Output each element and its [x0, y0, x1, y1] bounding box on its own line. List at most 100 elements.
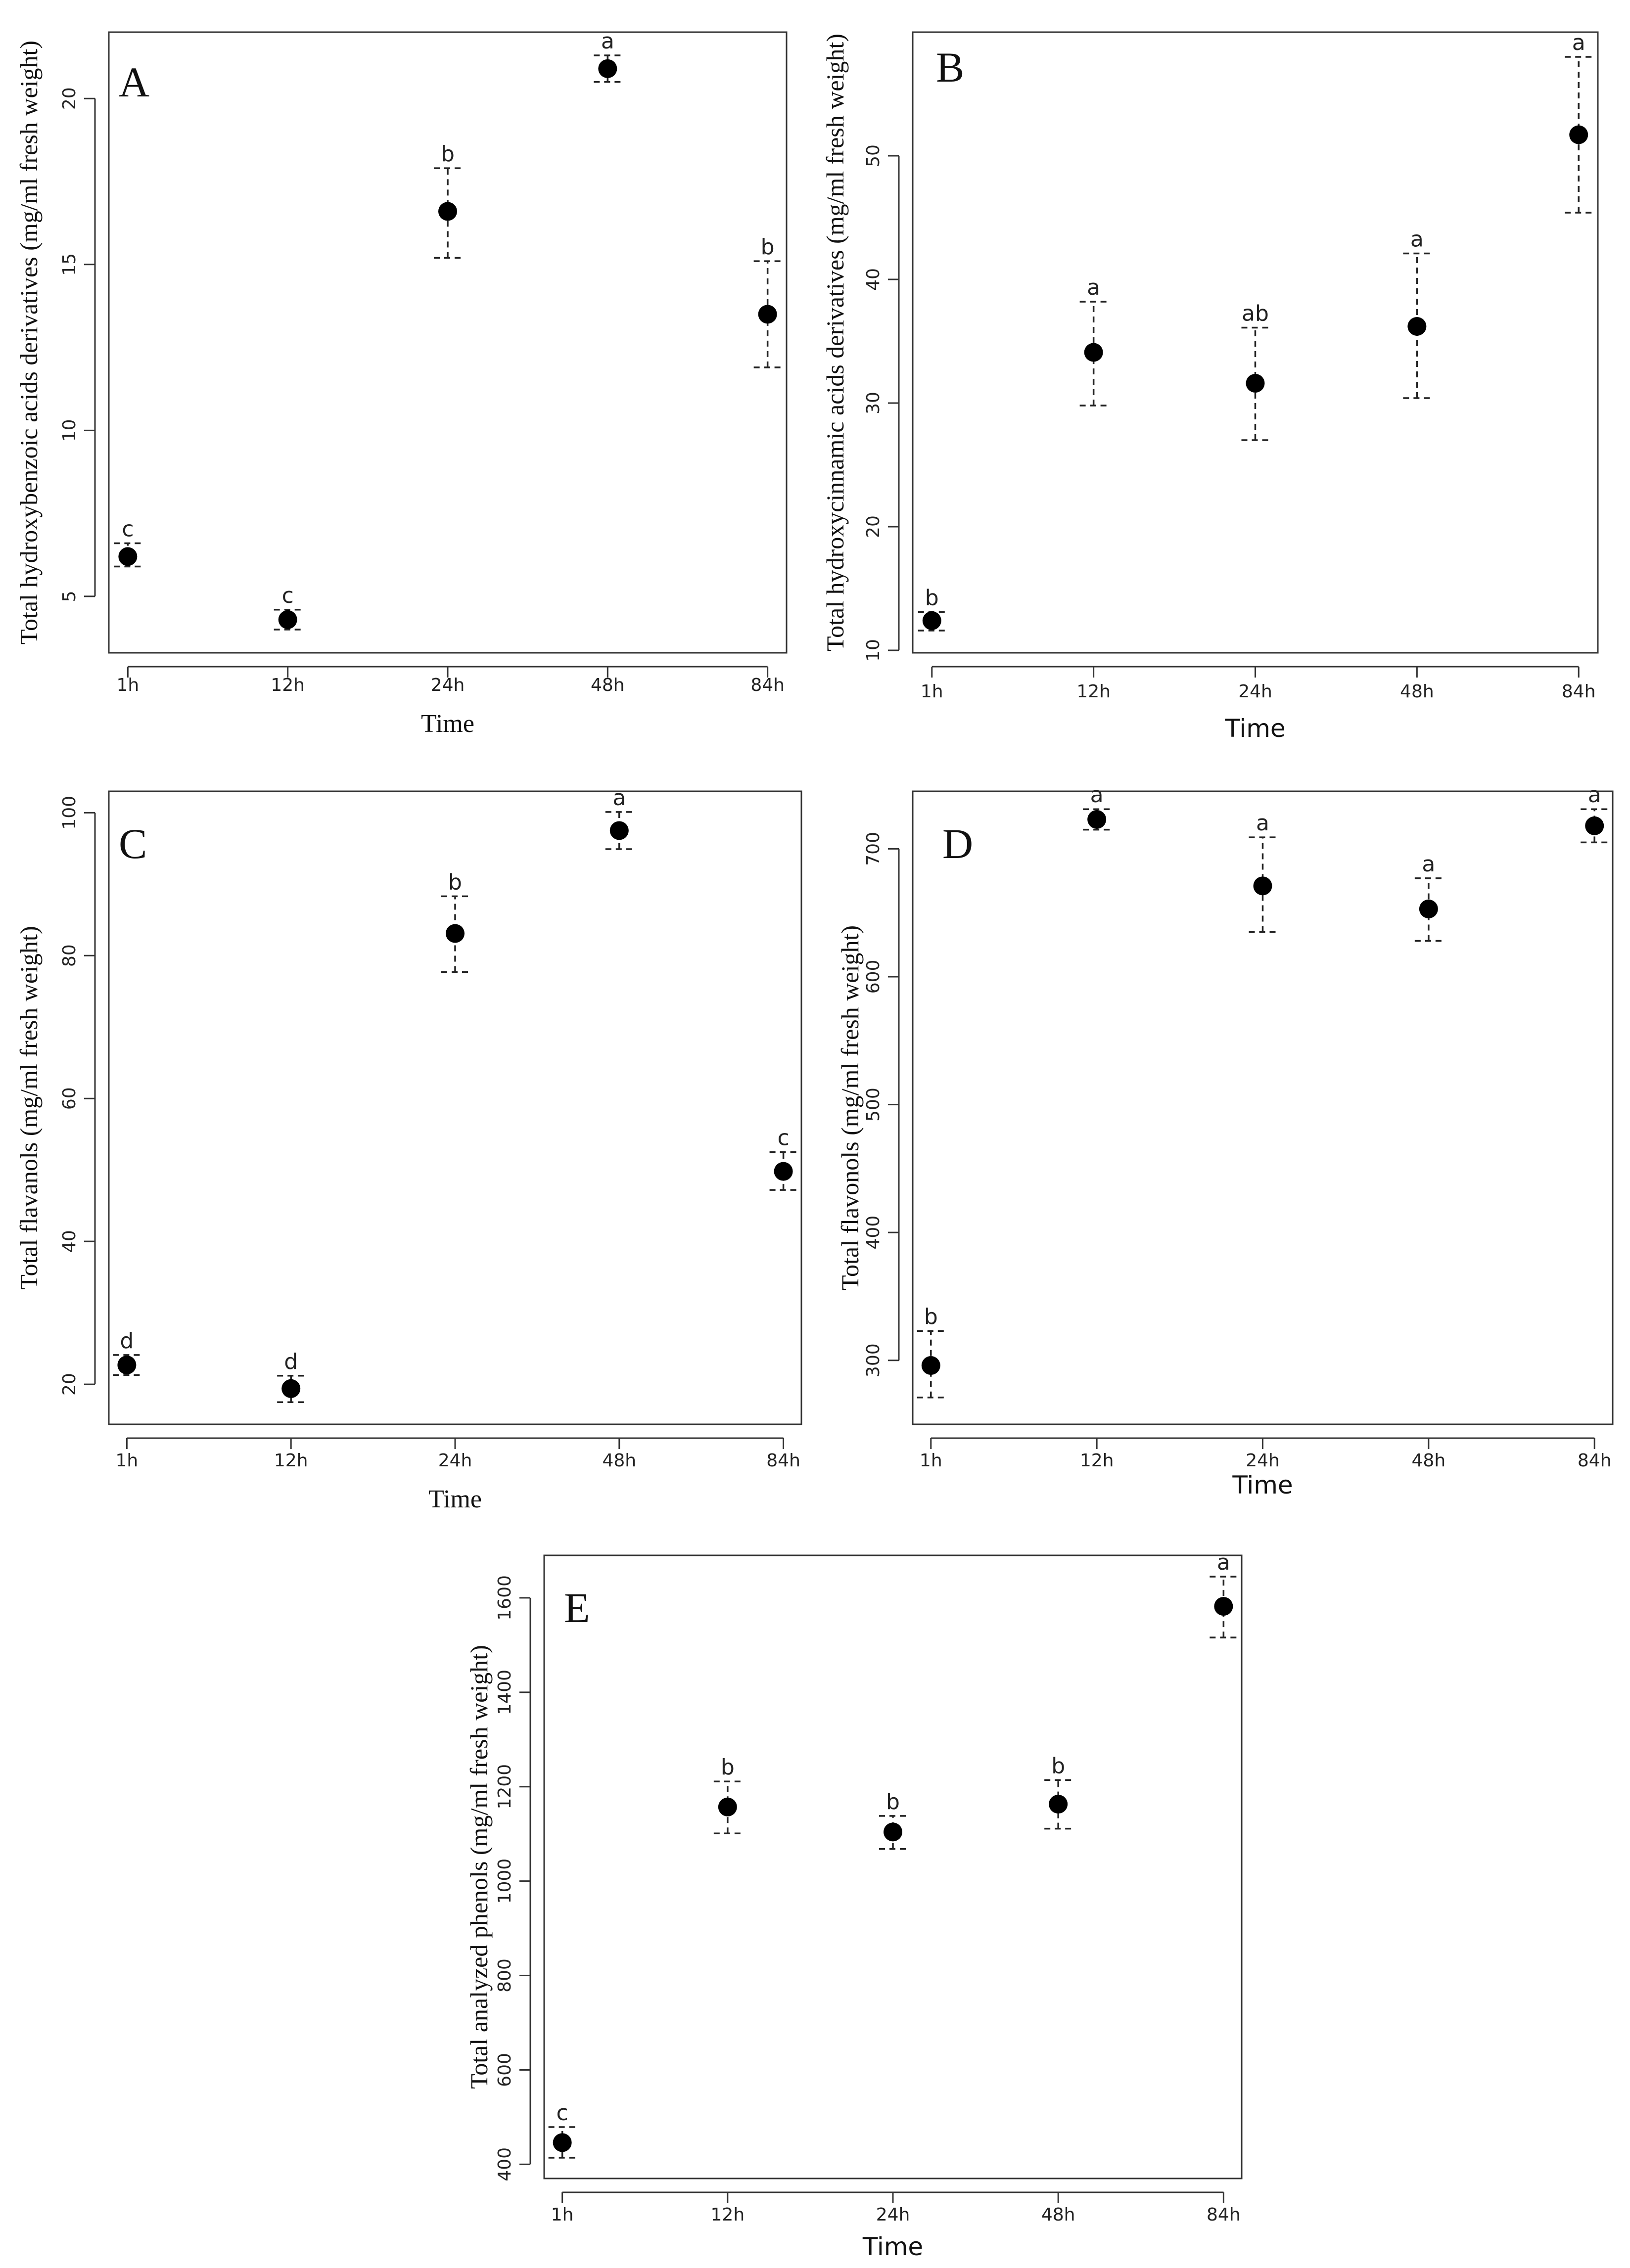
y-tick-label: 40 [863, 268, 884, 291]
y-tick-label: 20 [59, 1373, 80, 1396]
x-axis-title: Time [428, 1485, 482, 1513]
y-tick-label: 800 [495, 1958, 515, 1993]
significance-letter: b [1051, 1753, 1065, 1778]
y-tick-label: 50 [863, 144, 884, 167]
data-point [1253, 876, 1272, 896]
x-tick-label: 48h [1400, 681, 1434, 702]
panel-d: 300 400 500 600 700 1h 12h 24h 48h 84h Time Total f… [836, 782, 1614, 1499]
x-tick-label: 24h [1246, 1451, 1280, 1471]
significance-letter: b [721, 1755, 735, 1780]
data-point [1084, 343, 1103, 362]
panel-letter: C [119, 820, 147, 867]
x-tick-label: 1h [551, 2205, 574, 2225]
significance-letter: a [1410, 227, 1424, 252]
x-tick-label: 12h [1076, 681, 1111, 702]
plot-frame [108, 31, 788, 654]
x-axis-title: Time [862, 2232, 923, 2261]
plot-frame [912, 31, 1599, 654]
y-tick-label: 100 [59, 796, 80, 830]
data-point [553, 2133, 572, 2152]
significance-letter: a [1588, 782, 1601, 808]
x-tick-label: 84h [750, 675, 785, 695]
x-tick-label: 1h [116, 1451, 139, 1471]
panel-a: 5 10 15 20 1h 12h 24h 48h 84h Time Total hydroxybe… [15, 29, 788, 738]
significance-letter: c [777, 1126, 789, 1151]
x-tick-label: 12h [271, 675, 305, 695]
y-tick-label: 500 [863, 1088, 884, 1122]
y-tick-label: 600 [495, 2053, 515, 2087]
data-point [598, 59, 617, 78]
data-point [446, 924, 465, 943]
data-point [1246, 374, 1265, 393]
significance-letter: ab [1242, 301, 1269, 326]
data-point [278, 610, 297, 629]
x-tick-label: 84h [1207, 2205, 1241, 2225]
significance-letter: b [886, 1789, 900, 1814]
significance-letter: a [1256, 811, 1269, 836]
panel-b: 10 20 30 40 50 1h 12h 24h 48h 84h Time Total hydrox… [821, 30, 1599, 743]
significance-letter: a [1090, 782, 1104, 808]
significance-letter: d [120, 1328, 134, 1354]
data-point [281, 1379, 301, 1398]
plot-frame [912, 790, 1614, 1425]
y-axis-title: Total flavonols (mg/ml fresh weight) [836, 925, 864, 1290]
significance-letter: a [1087, 275, 1100, 300]
x-tick-label: 48h [1041, 2205, 1075, 2225]
y-axis-title: Total analyzed phenols (mg/ml fresh weig… [465, 1645, 493, 2089]
x-tick-label: 1h [920, 1451, 942, 1471]
plot-frame [543, 1554, 1243, 2179]
x-tick-label: 24h [431, 675, 465, 695]
significance-letter: a [1572, 30, 1585, 55]
data-point [1049, 1795, 1068, 1814]
y-tick-label: 80 [59, 944, 80, 967]
panel-letter: E [564, 1584, 590, 1632]
y-tick-label: 1000 [495, 1859, 515, 1904]
panel-letter: B [936, 44, 964, 91]
significance-letter: b [441, 141, 455, 167]
data-point [922, 611, 941, 630]
y-tick-label: 400 [495, 2147, 515, 2181]
x-tick-label: 12h [711, 2205, 745, 2225]
y-tick-label: 5 [59, 590, 80, 602]
significance-letter: b [924, 1304, 938, 1329]
x-tick-label: 1h [116, 675, 139, 695]
y-tick-label: 1600 [495, 1575, 515, 1621]
y-tick-label: 1200 [495, 1764, 515, 1810]
x-tick-label: 48h [1412, 1451, 1446, 1471]
significance-letter: d [284, 1349, 298, 1374]
y-tick-label: 40 [59, 1230, 80, 1253]
x-tick-label: 48h [591, 675, 625, 695]
y-tick-label: 15 [59, 253, 80, 276]
data-point [1087, 810, 1107, 829]
x-tick-label: 48h [602, 1451, 636, 1471]
plot-frame [108, 790, 802, 1425]
data-point [1419, 899, 1438, 918]
x-axis-title: Time [1232, 1471, 1293, 1499]
x-tick-label: 12h [1080, 1451, 1114, 1471]
significance-letter: c [282, 583, 294, 608]
x-tick-label: 24h [438, 1451, 472, 1471]
x-tick-label: 12h [274, 1451, 308, 1471]
y-tick-label: 20 [59, 87, 80, 110]
data-point [118, 547, 138, 566]
data-point [1407, 317, 1427, 336]
data-point [718, 1797, 737, 1816]
y-axis-title: Total flavanols (mg/ml fresh weight) [15, 926, 43, 1289]
y-tick-label: 700 [863, 832, 884, 866]
panel-letter: A [119, 58, 149, 106]
y-axis-title: Total hydroxybenzoic acids derivatives (… [15, 41, 43, 644]
y-tick-label: 1400 [495, 1670, 515, 1715]
y-axis-title: Total hydroxycinnamic acids derivatives … [821, 34, 849, 651]
data-point [117, 1356, 137, 1375]
x-tick-label: 1h [921, 681, 943, 702]
significance-letter: a [1217, 1550, 1230, 1575]
x-tick-label: 24h [876, 2205, 910, 2225]
data-point [758, 305, 777, 324]
significance-letter: b [925, 586, 939, 611]
y-tick-label: 60 [59, 1087, 80, 1110]
data-point [774, 1162, 793, 1181]
y-tick-label: 10 [59, 419, 80, 442]
data-point [438, 202, 457, 221]
significance-letter: b [448, 869, 462, 895]
panel-letter: D [942, 820, 973, 867]
